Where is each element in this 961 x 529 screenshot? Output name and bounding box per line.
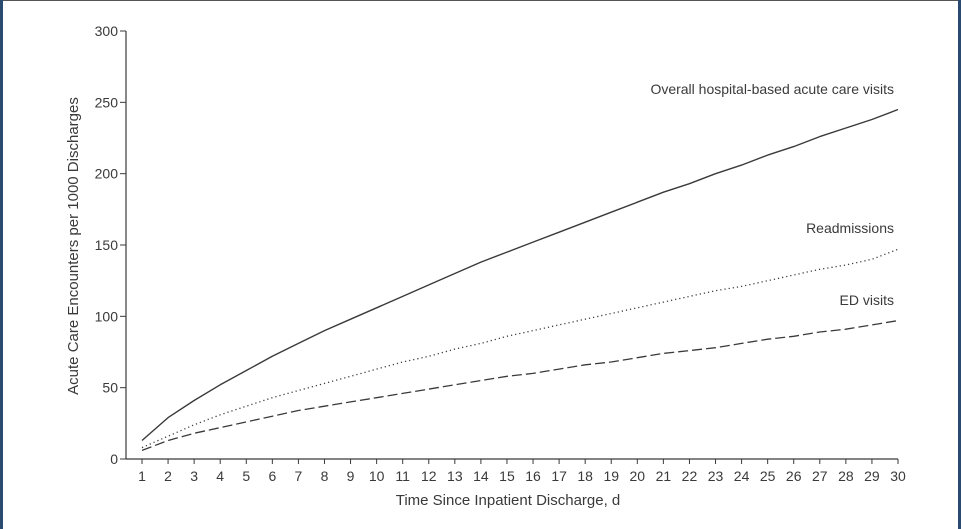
y-axis-title: Acute Care Encounters per 1000 Discharge… — [65, 97, 82, 395]
x-tick-label: 7 — [295, 468, 303, 484]
x-ticks: 1 2 3 4 5 6 7 8 9 10 11 12 13 14 15 16 17 18 19 20 21 22 23 24 2… — [138, 459, 906, 484]
series-label-readmissions: Readmissions — [806, 220, 894, 236]
x-tick-label: 17 — [551, 468, 567, 484]
x-tick-label: 16 — [525, 468, 541, 484]
x-tick-label: 28 — [838, 468, 854, 484]
y-tick-label: 50 — [102, 380, 118, 396]
series-line-readmissions — [141, 248, 899, 449]
y-tick-label: 100 — [95, 308, 119, 324]
x-tick-label: 27 — [812, 468, 828, 484]
series-labels: Overall hospital-based acute care visits… — [650, 81, 894, 308]
x-tick-label: 1 — [138, 468, 146, 484]
x-tick-label: 25 — [760, 468, 776, 484]
x-tick-label: 5 — [242, 468, 250, 484]
x-tick-label: 2 — [164, 468, 172, 484]
x-tick-label: 11 — [395, 468, 410, 484]
x-tick-label: 22 — [682, 468, 698, 484]
x-tick-label: 19 — [603, 468, 619, 484]
x-tick-label: 13 — [447, 468, 463, 484]
y-tick-label: 300 — [95, 23, 119, 39]
y-tick-label: 250 — [95, 94, 119, 110]
left-border — [0, 0, 3, 529]
x-tick-label: 6 — [268, 468, 276, 484]
x-tick-label: 9 — [347, 468, 355, 484]
x-axis-title: Time Since Inpatient Discharge, d — [396, 492, 621, 509]
y-ticks: 0 50 100 150 200 250 300 — [95, 23, 126, 467]
x-tick-label: 10 — [369, 468, 385, 484]
x-tick-label: 12 — [421, 468, 437, 484]
y-tick-label: 0 — [110, 451, 118, 467]
x-tick-label: 4 — [216, 468, 224, 484]
x-tick-label: 30 — [890, 468, 906, 484]
x-tick-label: 8 — [321, 468, 329, 484]
y-tick-label: 150 — [95, 237, 119, 253]
series-line-overall — [141, 108, 899, 442]
x-tick-label: 23 — [708, 468, 724, 484]
series-label-ed-visits: ED visits — [840, 292, 894, 308]
series-line-ed-visits — [141, 319, 899, 452]
x-tick-label: 20 — [630, 468, 646, 484]
series-lines — [141, 108, 899, 452]
x-tick-label: 21 — [656, 468, 672, 484]
right-border — [958, 0, 961, 529]
x-tick-label: 24 — [734, 468, 750, 484]
x-tick-label: 14 — [473, 468, 489, 484]
x-tick-label: 3 — [190, 468, 198, 484]
x-tick-label: 29 — [864, 468, 880, 484]
y-tick-label: 200 — [95, 166, 119, 182]
x-tick-label: 15 — [499, 468, 515, 484]
top-border — [0, 0, 961, 1]
x-tick-label: 26 — [786, 468, 802, 484]
x-tick-label: 18 — [577, 468, 593, 484]
series-label-overall: Overall hospital-based acute care visits — [650, 81, 894, 97]
